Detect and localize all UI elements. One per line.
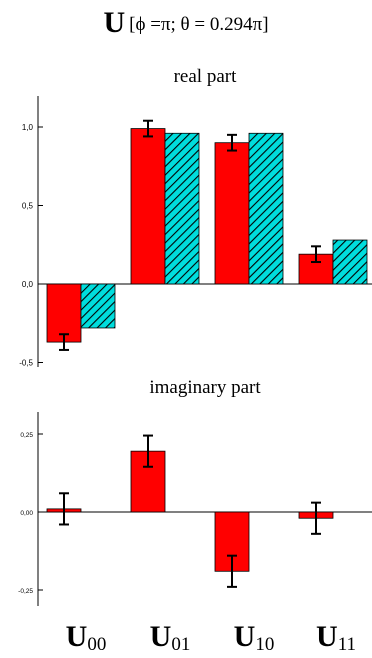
title-symbol: U: [103, 6, 125, 39]
imaginary-part-title: imaginary part: [149, 377, 261, 398]
figure-title: U [ϕ =π; θ = 0.294π]: [103, 6, 268, 39]
category-label-u10: U10: [234, 620, 275, 655]
measured-bar-u10: [214, 142, 250, 285]
category-label-u01: U01: [150, 620, 191, 655]
theory-bar-u01: [164, 132, 200, 285]
category-label-u11: U11: [316, 620, 356, 655]
imaginary-part-panel: imaginary part 0,25 0,00 -0,25: [18, 377, 372, 606]
y-tick-label: 1,0: [22, 123, 34, 132]
y-tick-label: -0,25: [18, 588, 33, 595]
real-part-panel: real part 1,0 0,5 0,0 -0,5: [19, 66, 372, 368]
title-subscript: [ϕ =π; θ = 0.294π]: [129, 14, 268, 35]
y-tick-label: -0,5: [19, 359, 33, 368]
theory-bar-u11: [332, 239, 368, 285]
y-tick-label: 0,5: [22, 202, 34, 211]
y-tick-label: 0,0: [22, 280, 34, 289]
theory-bar-u00: [80, 283, 116, 329]
y-tick-label: 0,00: [20, 510, 33, 517]
category-label-u00: U00: [66, 620, 107, 655]
theory-bar-u10: [248, 132, 284, 285]
measured-bar-u01: [130, 128, 166, 285]
y-tick-label: 0,25: [20, 432, 33, 439]
real-part-title: real part: [174, 66, 237, 87]
